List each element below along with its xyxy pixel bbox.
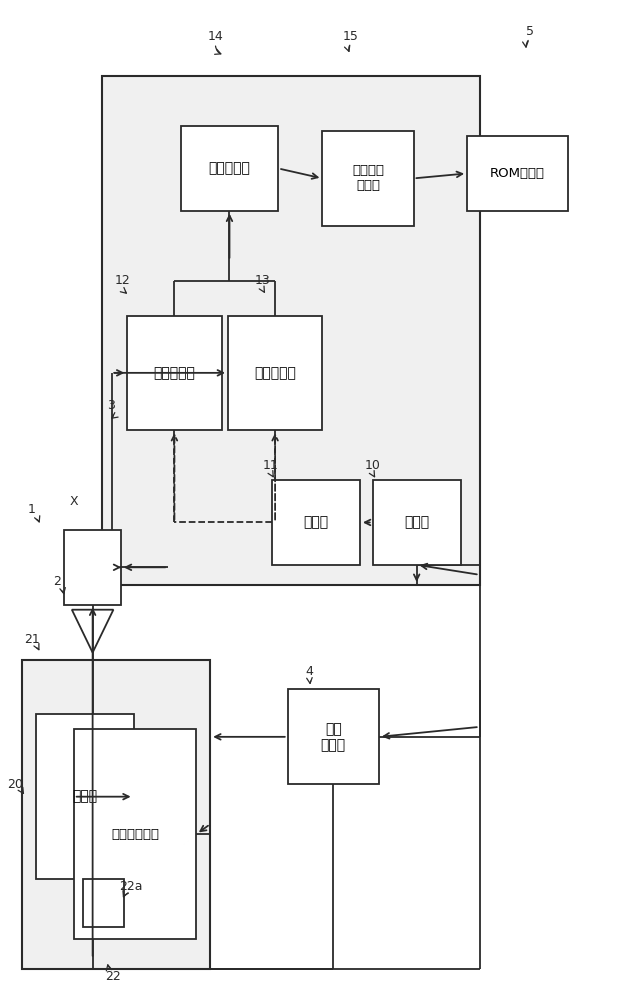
Text: 10: 10: [365, 459, 380, 472]
Bar: [272, 480, 360, 565]
Text: 20: 20: [8, 778, 23, 791]
Text: 22: 22: [106, 970, 121, 983]
Bar: [322, 131, 413, 226]
Bar: [36, 714, 133, 879]
Text: 14: 14: [207, 30, 223, 43]
Text: 13: 13: [255, 274, 270, 287]
Bar: [373, 480, 461, 565]
Bar: [83, 879, 124, 927]
Bar: [181, 126, 278, 211]
Text: 存储部: 存储部: [303, 515, 329, 529]
Text: 22a: 22a: [119, 880, 142, 893]
Text: 图像合成部: 图像合成部: [209, 161, 250, 175]
Bar: [64, 530, 121, 605]
Text: 低通滤波器: 低通滤波器: [254, 366, 296, 380]
Text: 显示器: 显示器: [72, 790, 97, 804]
Bar: [21, 660, 210, 969]
Text: ROM写入器: ROM写入器: [490, 167, 545, 180]
Bar: [288, 689, 379, 784]
Bar: [127, 316, 222, 430]
Text: 21: 21: [24, 633, 39, 646]
Bar: [467, 136, 568, 211]
Text: 15: 15: [343, 30, 358, 43]
Text: 12: 12: [114, 274, 130, 287]
Text: 4: 4: [306, 665, 313, 678]
Text: 控制部: 控制部: [404, 515, 429, 529]
Text: 5: 5: [526, 25, 534, 38]
Text: 画质调整回路: 画质调整回路: [111, 828, 159, 841]
Bar: [228, 316, 322, 430]
Bar: [74, 729, 197, 939]
Text: 2: 2: [53, 575, 61, 588]
Text: 高通滤波器: 高通滤波器: [154, 366, 195, 380]
Text: 1: 1: [28, 503, 35, 516]
Text: 修正数据
生成部: 修正数据 生成部: [352, 164, 384, 192]
Bar: [102, 76, 480, 585]
Text: 图案
产生部: 图案 产生部: [321, 722, 346, 752]
Text: 11: 11: [263, 459, 279, 472]
Text: X: X: [70, 495, 78, 508]
Text: 3: 3: [107, 399, 116, 412]
